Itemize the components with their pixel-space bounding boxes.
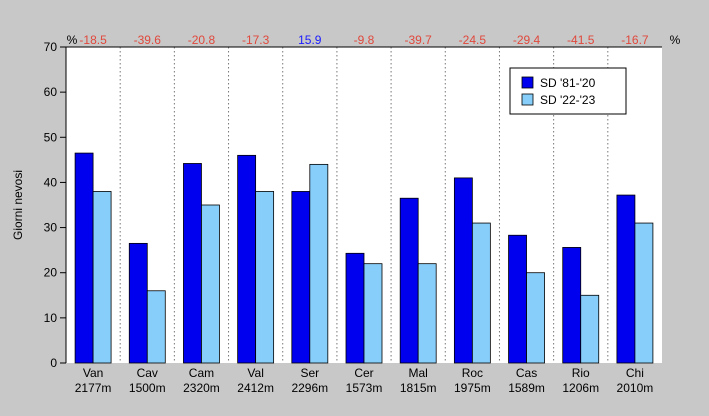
bar-roc-series-1 <box>453 177 473 364</box>
bar-cas-series-1 <box>508 234 527 364</box>
y-ticks: 0 10 20 30 40 50 60 70 <box>44 40 66 370</box>
percent-change-label: -39.6 <box>134 33 162 47</box>
x-tick-label-station: Van <box>83 366 103 380</box>
bar-cas-series-2 <box>526 272 545 364</box>
x-tick-label-station: Cas <box>516 366 537 380</box>
bar-cam-series-2 <box>201 204 220 364</box>
percent-change-labels: -18.5 -39.6 -20.8 -17.3 15.9 -9.8 -39.7 -24.5 -2… <box>79 33 648 47</box>
bar-ser-series-1 <box>291 191 311 364</box>
legend-entry: SD '22-'23 <box>540 93 596 107</box>
percent-change-label: -39.7 <box>405 33 433 47</box>
x-tick-label-station: Chi <box>626 366 644 380</box>
bar-rio-series-1 <box>562 247 582 364</box>
percent-change-label: -29.4 <box>513 33 541 47</box>
bar-chi-series-2 <box>634 222 654 364</box>
y-tick-label: 70 <box>44 40 58 54</box>
percent-change-label: -16.7 <box>621 33 649 47</box>
percent-symbol-right: % <box>670 33 681 47</box>
x-tick-label-station: Rio <box>572 366 590 380</box>
y-tick-label: 40 <box>44 175 58 189</box>
bar-val-series-2 <box>255 191 275 364</box>
x-tick-label-altitude: 2320m <box>183 381 220 395</box>
x-tick-label-station: Roc <box>462 366 483 380</box>
bar-cer-series-1 <box>345 252 365 364</box>
bar-cam-series-1 <box>183 163 202 364</box>
legend-entry: SD '81-'20 <box>540 76 596 90</box>
percent-change-label: -24.5 <box>459 33 487 47</box>
legend: SD '81-'20 SD '22-'23 <box>509 67 627 115</box>
legend-swatch <box>521 76 534 89</box>
y-tick-label: 60 <box>44 85 58 99</box>
bar-roc-series-2 <box>471 222 491 364</box>
x-tick-label-altitude: 2412m <box>237 381 274 395</box>
bar-cer-series-2 <box>363 263 383 364</box>
y-tick-label: 30 <box>44 221 58 235</box>
bar-mal-series-1 <box>399 197 419 364</box>
x-tick-label-station: Cer <box>354 366 373 380</box>
bar-cav-series-2 <box>146 290 166 364</box>
percent-change-label: -20.8 <box>188 33 216 47</box>
percent-change-label: 15.9 <box>298 33 322 47</box>
bar-rio-series-2 <box>580 294 600 364</box>
bars <box>74 152 654 364</box>
bar-chi-series-1 <box>616 194 636 364</box>
x-tick-label-station: Mal <box>409 366 428 380</box>
x-tick-label-altitude: 2296m <box>291 381 328 395</box>
x-tick-label-station: Cam <box>189 366 214 380</box>
percent-symbol-left: % <box>67 33 78 47</box>
x-tick-label-altitude: 1589m <box>508 381 545 395</box>
percent-change-label: -41.5 <box>567 33 595 47</box>
x-tick-label-station: Cav <box>137 366 158 380</box>
x-tick-label-station: Ser <box>300 366 319 380</box>
y-tick-label: 0 <box>50 356 57 370</box>
bar-val-series-1 <box>237 154 257 364</box>
x-tick-label-altitude: 1206m <box>562 381 599 395</box>
bar-ser-series-2 <box>309 163 329 364</box>
x-tick-label-altitude: 2010m <box>617 381 654 395</box>
x-tick-label-altitude: 1975m <box>454 381 491 395</box>
bar-mal-series-2 <box>417 263 437 364</box>
y-tick-label: 50 <box>44 130 58 144</box>
bar-van-series-2 <box>92 191 112 364</box>
y-tick-label: 20 <box>44 266 58 280</box>
x-tick-label-altitude: 2177m <box>75 381 112 395</box>
x-tick-label-altitude: 1573m <box>346 381 383 395</box>
percent-change-label: -18.5 <box>79 33 107 47</box>
x-tick-label-station: Val <box>247 366 263 380</box>
legend-box <box>509 67 627 115</box>
y-axis-label: Giorni nevosi <box>11 170 25 240</box>
y-tick-label: 10 <box>44 311 58 325</box>
percent-change-label: -17.3 <box>242 33 270 47</box>
bar-cav-series-1 <box>128 242 148 364</box>
x-tick-label-altitude: 1500m <box>129 381 166 395</box>
x-tick-label-altitude: 1815m <box>400 381 437 395</box>
legend-swatch <box>521 93 534 106</box>
bar-van-series-1 <box>74 152 94 364</box>
percent-change-label: -9.8 <box>354 33 375 47</box>
